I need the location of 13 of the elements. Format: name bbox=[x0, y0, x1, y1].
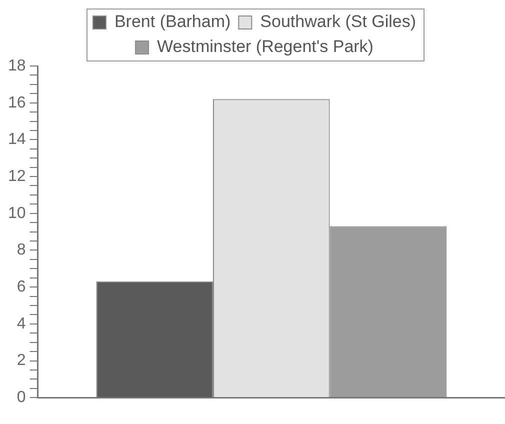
legend-label: Westminster (Regent's Park) bbox=[157, 37, 374, 56]
y-tick-label: 6 bbox=[16, 278, 26, 296]
legend-label: Southwark (St Giles) bbox=[260, 12, 416, 32]
y-tick-label: 18 bbox=[8, 57, 26, 74]
y-tick-label: 8 bbox=[16, 242, 26, 259]
y-tick-label: 2 bbox=[16, 352, 26, 370]
y-tick-label: 10 bbox=[8, 204, 26, 222]
y-tick-label: 0 bbox=[16, 389, 26, 406]
legend-label: Brent (Barham) bbox=[114, 12, 231, 32]
y-tick-label: 12 bbox=[8, 168, 26, 185]
y-tick-label: 4 bbox=[16, 315, 26, 332]
y-tick-label: 14 bbox=[8, 131, 26, 148]
y-tick-label: 16 bbox=[8, 94, 26, 112]
